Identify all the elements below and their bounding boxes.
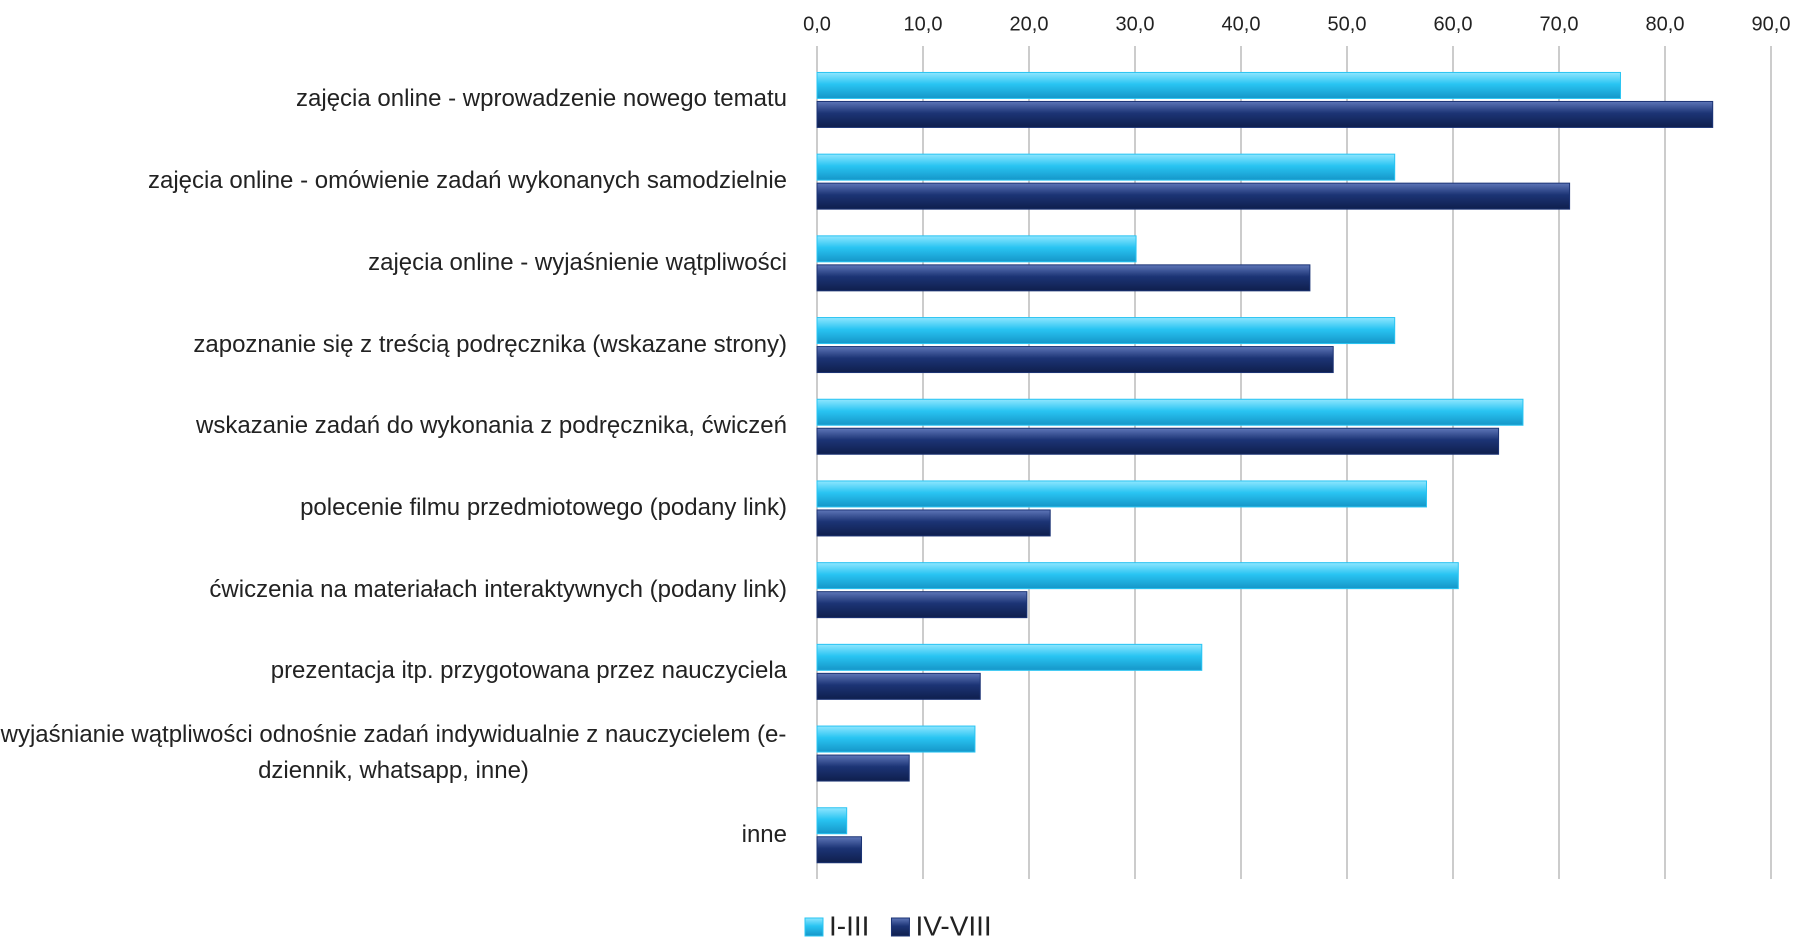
category-text: polecenie filmu przedmiotowego (podany l… (300, 493, 787, 521)
x-tick-label: 40,0 (1222, 13, 1261, 35)
category-label: zajęcia online - omówienie zadań wykonan… (148, 163, 787, 199)
bar (816, 71, 1621, 99)
category-label: zapoznanie się z treścią podręcznika (ws… (193, 327, 787, 363)
bar (816, 398, 1524, 426)
category-label: prezentacja itp. przygotowana przez nauc… (271, 653, 787, 689)
category-text: inne (741, 820, 787, 848)
legend-label: I-III (829, 910, 869, 941)
category-text: zajęcia online - wprowadzenie nowego tem… (296, 85, 787, 113)
category-label: wskazanie zadań do wykonania z podręczni… (196, 408, 787, 444)
x-tick-label: 80,0 (1646, 13, 1685, 35)
x-tick-label: 70,0 (1540, 13, 1579, 35)
category-label: ćwiczenia na materiałach interaktywnych … (209, 572, 787, 608)
x-tick-label: 0,0 (803, 13, 831, 35)
x-tick-label: 50,0 (1328, 13, 1367, 35)
bar (816, 807, 848, 835)
category-text: zajęcia online - wyjaśnienie wątpliwości (368, 248, 787, 276)
category-text: prezentacja itp. przygotowana przez nauc… (270, 657, 787, 685)
bar (816, 509, 1051, 537)
category-text: zapoznanie się z treścią podręcznika (ws… (193, 330, 787, 358)
x-tick-label: 30,0 (1116, 13, 1155, 35)
bar (816, 100, 1714, 128)
bar (816, 264, 1311, 292)
bar (816, 836, 863, 864)
category-label: inne (742, 817, 787, 853)
category-text: wskazanie zadań do wykonania z podręczni… (196, 412, 787, 440)
legend-swatch (890, 917, 910, 937)
bar (816, 643, 1203, 671)
category-label: wyjaśnianie wątpliwości odnośnie zadań i… (0, 717, 787, 789)
legend-swatch (804, 917, 824, 937)
bar (816, 672, 981, 700)
category-text: ćwiczenia na materiałach interaktywnych … (209, 575, 787, 603)
category-label: zajęcia online - wyjaśnienie wątpliwości (368, 245, 787, 281)
bar (816, 182, 1571, 210)
x-tick-label: 60,0 (1434, 13, 1473, 35)
category-label: polecenie filmu przedmiotowego (podany l… (300, 490, 787, 526)
category-text: zajęcia online - omówienie zadań wykonan… (147, 167, 787, 195)
bar (816, 480, 1427, 508)
bar (816, 427, 1500, 455)
x-tick-label: 90,0 (1752, 13, 1791, 35)
x-tick-label: 20,0 (1010, 13, 1049, 35)
bar (816, 346, 1334, 374)
bar (816, 725, 976, 753)
category-text: wyjaśnianie wątpliwości odnośnie zadań i… (0, 721, 787, 785)
bar (816, 591, 1028, 619)
bar (816, 562, 1459, 590)
bar (816, 754, 910, 782)
category-label: zajęcia online - wprowadzenie nowego tem… (296, 81, 787, 117)
legend-label: IV-VIII (915, 910, 991, 941)
bar (816, 153, 1396, 181)
x-tick-label: 10,0 (904, 13, 943, 35)
bar (816, 235, 1137, 263)
bar (816, 317, 1396, 345)
